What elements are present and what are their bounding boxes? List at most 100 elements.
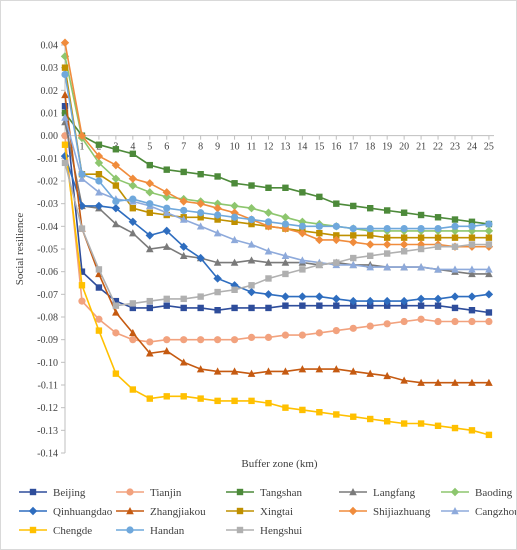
data-point-hengshui xyxy=(78,225,86,232)
data-point-tangshan xyxy=(129,150,137,157)
legend-marker xyxy=(348,506,358,516)
x-tick-label: 4 xyxy=(130,142,135,153)
y-tick-label: -0.01 xyxy=(37,154,58,165)
y-tick-label: -0.02 xyxy=(37,177,58,188)
y-tick-label: -0.07 xyxy=(37,290,58,301)
data-point-hengshui xyxy=(129,300,137,307)
data-point-tangshan xyxy=(197,171,204,178)
data-point-hengshui xyxy=(197,293,204,300)
data-point-zhangjiakou xyxy=(179,358,188,366)
data-point-qinhuangdao xyxy=(484,290,494,299)
data-point-tianjin xyxy=(146,338,154,346)
data-point-baoding xyxy=(484,226,494,236)
data-point-xingtai xyxy=(485,234,493,241)
data-point-chengde xyxy=(485,431,493,439)
data-point-hengshui xyxy=(146,297,153,305)
data-point-xingtai xyxy=(350,232,357,239)
data-point-tangshan xyxy=(383,207,391,214)
series-line-beijing xyxy=(64,106,490,314)
series-line-tangshan xyxy=(64,112,490,225)
data-point-handan xyxy=(451,222,459,230)
x-axis-title: Buffer zone (km) xyxy=(241,458,317,470)
data-point-baoding xyxy=(128,181,138,190)
x-tick-label: 17 xyxy=(348,142,358,153)
data-point-chengde xyxy=(214,397,221,405)
data-point-handan xyxy=(485,220,493,228)
series-qinhuangdao xyxy=(60,151,494,306)
legend-item-tangshan: Tangshan xyxy=(226,487,302,499)
data-point-cangzhou xyxy=(485,265,493,273)
data-point-beijing xyxy=(468,307,476,314)
data-point-qinhuangdao xyxy=(298,292,307,301)
data-point-hengshui xyxy=(468,241,476,248)
data-point-zhangjiakou xyxy=(196,365,205,373)
data-point-shijiazhuang xyxy=(145,179,154,188)
data-point-xingtai xyxy=(231,218,238,225)
data-point-handan xyxy=(332,222,340,230)
data-point-hengshui xyxy=(367,252,374,259)
series-handan xyxy=(61,70,493,233)
legend-item-beijing: Beijing xyxy=(19,487,86,499)
data-point-tianjin xyxy=(230,336,239,344)
data-point-baoding xyxy=(162,192,171,202)
data-point-qinhuangdao xyxy=(399,296,409,306)
series-zhangjiakou xyxy=(61,90,493,386)
y-tick-label: -0.04 xyxy=(37,222,58,233)
data-point-xingtai xyxy=(95,171,103,178)
data-point-hengshui xyxy=(265,275,272,282)
data-point-chengde xyxy=(367,415,374,423)
legend-label: Tangshan xyxy=(260,487,302,499)
data-point-qinhuangdao xyxy=(111,204,121,213)
data-point-langfang xyxy=(281,258,290,266)
data-point-shijiazhuang xyxy=(230,208,239,217)
data-point-hengshui xyxy=(434,243,442,250)
x-tick-label: 1 xyxy=(79,142,84,153)
data-point-xingtai xyxy=(248,220,255,228)
data-point-langfang xyxy=(162,242,171,250)
data-point-beijing xyxy=(417,302,425,309)
legend-label: Shijiazhuang xyxy=(373,506,431,518)
data-point-tangshan xyxy=(231,180,238,187)
data-point-baoding xyxy=(247,204,256,213)
data-point-beijing xyxy=(434,302,442,309)
data-point-cangzhou xyxy=(213,229,222,237)
data-point-xingtai xyxy=(214,216,221,223)
data-point-baoding xyxy=(281,213,290,222)
series-chengde xyxy=(61,141,493,439)
data-point-cangzhou xyxy=(383,263,391,271)
legend-marker xyxy=(126,507,134,515)
data-point-chengde xyxy=(146,395,153,402)
x-tick-label: 7 xyxy=(181,142,186,153)
data-point-xingtai xyxy=(417,234,425,241)
y-tick-label: 0.01 xyxy=(41,109,59,120)
data-point-beijing xyxy=(78,268,86,275)
x-tick-label: 5 xyxy=(147,142,152,153)
x-tick-label: 12 xyxy=(263,142,273,153)
data-point-beijing xyxy=(485,309,493,316)
data-point-shijiazhuang xyxy=(213,204,222,213)
x-tick-label: 9 xyxy=(215,142,220,153)
data-point-tianjin xyxy=(485,317,493,326)
data-point-hengshui xyxy=(180,295,187,303)
data-point-zhangjiakou xyxy=(485,378,493,386)
data-point-xingtai xyxy=(367,232,374,239)
data-point-cangzhou xyxy=(78,174,86,182)
data-point-xingtai xyxy=(434,234,442,241)
data-point-zhangjiakou xyxy=(112,308,120,316)
data-point-langfang xyxy=(145,245,154,253)
data-point-chengde xyxy=(129,386,137,393)
data-point-cangzhou xyxy=(349,260,358,269)
data-point-cangzhou xyxy=(468,265,476,273)
data-point-chengde xyxy=(350,413,357,420)
data-point-tangshan xyxy=(163,166,170,173)
legend-item-cangzhou: Cangzhou xyxy=(441,506,516,518)
legend-box xyxy=(6,474,511,546)
data-point-tianjin xyxy=(451,317,459,326)
data-point-tianjin xyxy=(298,331,306,339)
data-point-beijing xyxy=(163,302,170,309)
data-point-tianjin xyxy=(417,315,425,323)
legend-label: Tianjin xyxy=(150,487,182,499)
data-point-tangshan xyxy=(299,189,306,196)
data-point-tianjin xyxy=(247,333,256,341)
